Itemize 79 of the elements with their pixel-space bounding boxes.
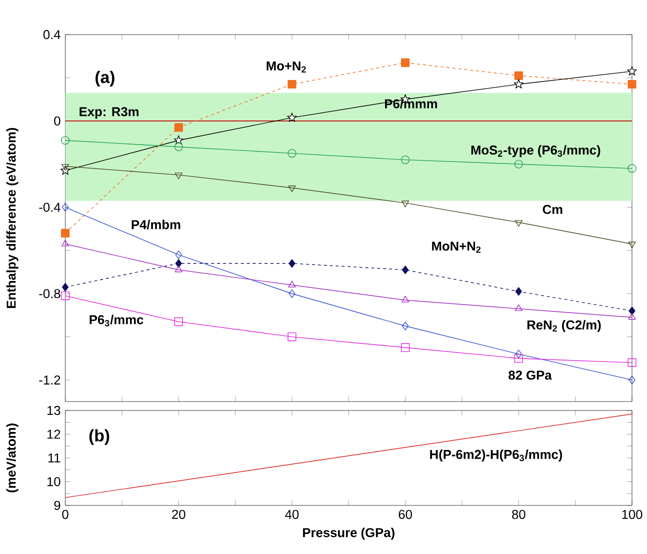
series-label: ReN$_{2}$ (C2/m) — [527, 320, 601, 332]
point — [627, 66, 637, 76]
point — [288, 259, 296, 268]
y-tick-label: 9 — [54, 500, 60, 510]
point — [402, 296, 410, 302]
point — [174, 135, 184, 145]
point — [515, 287, 522, 296]
point — [288, 289, 296, 298]
point — [628, 80, 636, 89]
y-tick-label: 13 — [47, 406, 60, 416]
point — [62, 282, 69, 292]
x-tick-label: 0 — [62, 510, 68, 520]
annotation: 82 GPa — [508, 370, 552, 380]
y-tick-label: -1.2 — [39, 376, 60, 385]
point — [175, 250, 182, 260]
annotation: (a) — [96, 70, 114, 87]
point — [288, 149, 296, 158]
point — [628, 164, 636, 173]
series-label: Mo+N$_{2}$ — [266, 62, 306, 73]
point — [402, 322, 409, 330]
point — [628, 306, 636, 316]
x-tick-label: 40 — [285, 510, 299, 520]
y-tick-label: 0.4 — [43, 30, 60, 40]
point — [287, 112, 297, 122]
point — [288, 280, 296, 288]
point — [401, 156, 410, 164]
x-tick-label: 100 — [622, 510, 642, 520]
y-axis-title: Enthalpy difference (eV/atom) — [6, 128, 18, 308]
point — [60, 228, 70, 238]
series-label: P4/mbm — [132, 220, 180, 230]
point — [62, 240, 70, 246]
y-axis-title: (meV/atom) — [6, 424, 18, 492]
annotation: (b) — [89, 429, 110, 445]
point — [62, 203, 69, 212]
point — [515, 350, 522, 358]
x-axis-title: Pressure (GPa) — [303, 528, 394, 540]
point — [514, 71, 523, 80]
point — [401, 58, 410, 68]
series-label: P6$_{3}$/mmc — [90, 314, 144, 326]
series-label: H(P-6m2)-H(P6$_{3}$/mmc) — [430, 450, 562, 462]
point — [514, 160, 523, 168]
point — [174, 317, 183, 326]
point — [174, 172, 182, 180]
point — [288, 332, 296, 342]
point — [60, 292, 70, 300]
point — [175, 259, 182, 268]
ref-line-label: Exp: R3m — [80, 107, 138, 119]
point — [60, 136, 70, 145]
point — [628, 358, 636, 368]
point — [514, 220, 522, 227]
y-tick-label: -0.8 — [39, 289, 60, 298]
point — [288, 186, 296, 192]
series-label: P6/mmm — [385, 98, 437, 109]
point — [628, 376, 636, 384]
x-tick-label: 60 — [398, 510, 412, 520]
series-label: Cm — [542, 204, 562, 214]
x-tick-label: 80 — [512, 510, 526, 520]
point — [402, 200, 410, 208]
point — [60, 166, 70, 175]
point — [288, 80, 296, 89]
y-tick-label: 12 — [47, 430, 60, 439]
point — [628, 242, 636, 248]
x-tick-label: 20 — [172, 510, 186, 520]
y-tick-label: 11 — [48, 454, 60, 462]
point — [514, 354, 523, 363]
point — [174, 142, 183, 152]
y-tick-label: 0 — [54, 116, 60, 126]
point — [402, 266, 409, 274]
point — [401, 343, 410, 352]
y-tick-label: -0.4 — [39, 202, 60, 212]
y-tick-label: 10 — [47, 477, 60, 486]
point — [174, 266, 182, 272]
point — [174, 123, 183, 132]
point — [62, 164, 70, 171]
series-label: MoS$_{2}$-type (P6$_{3}$/mmc) — [471, 145, 600, 158]
point — [628, 313, 636, 320]
point — [514, 304, 522, 312]
point — [514, 79, 524, 89]
series-label: MoN+N$_{2}$ — [432, 242, 481, 253]
